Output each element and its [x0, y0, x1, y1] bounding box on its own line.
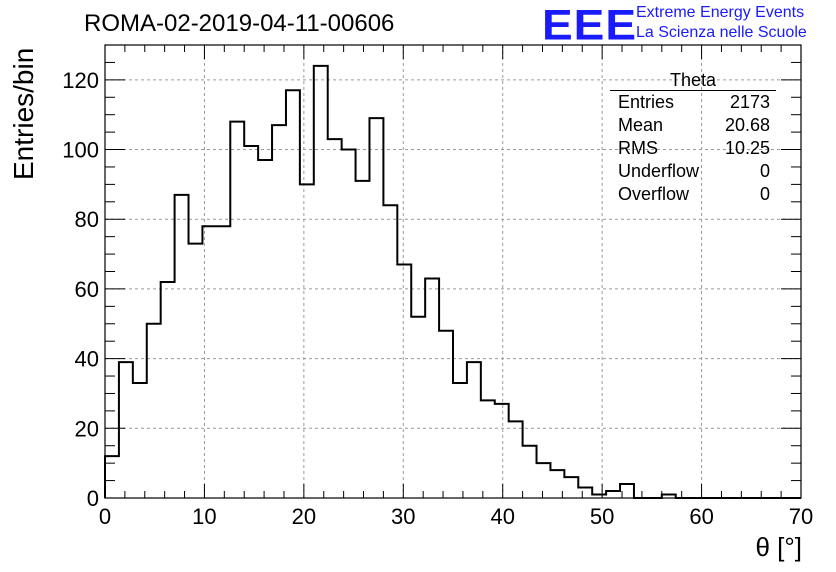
- logo-line-2: La Scienza nelle Scuole: [636, 24, 807, 41]
- stats-title: Theta: [610, 70, 776, 91]
- x-tick-label: 50: [590, 504, 614, 529]
- histogram-bin: [397, 265, 411, 498]
- histogram-bin: [509, 421, 523, 498]
- stats-value: 0: [759, 184, 770, 204]
- x-tick-label: 70: [789, 504, 813, 529]
- stats-value: 0: [759, 161, 770, 181]
- histogram-bin: [119, 362, 133, 498]
- y-tick-label: 20: [75, 416, 99, 441]
- histogram-bin: [300, 184, 314, 498]
- eee-logo: EEE: [542, 1, 638, 49]
- histogram-bin: [453, 383, 467, 498]
- stats-box: Theta Entries 2173 Mean 20.68 RMS 10.25 …: [610, 70, 776, 206]
- histogram-bin: [592, 495, 606, 498]
- stats-row-overflow: Overflow 0: [610, 183, 776, 206]
- histogram-bin: [342, 150, 356, 498]
- histogram-bin: [105, 456, 119, 498]
- histogram-bin: [425, 278, 439, 498]
- histogram-bin: [189, 244, 203, 498]
- histogram-bin: [216, 226, 230, 498]
- y-tick-label: 80: [75, 207, 99, 232]
- histogram-bin: [578, 488, 592, 498]
- histogram-bin: [481, 400, 495, 498]
- logo-line-1: Extreme Energy Events: [636, 4, 805, 21]
- stats-row-mean: Mean 20.68: [610, 114, 776, 137]
- y-tick-label: 0: [87, 486, 99, 511]
- y-tick-label: 100: [62, 138, 99, 163]
- histogram-bin: [272, 125, 286, 498]
- histogram-bin: [356, 181, 370, 498]
- stats-label: Entries: [618, 92, 675, 112]
- histogram-bin: [230, 122, 244, 498]
- histogram-bin: [467, 362, 481, 498]
- histogram-bin: [495, 404, 509, 498]
- x-tick-label: 20: [292, 504, 316, 529]
- stats-row-rms: RMS 10.25: [610, 137, 776, 160]
- histogram-bin: [411, 317, 425, 498]
- histogram-bin: [202, 226, 216, 498]
- histogram-bin: [606, 491, 620, 498]
- stats-row-entries: Entries 2173: [610, 91, 776, 114]
- histogram-bin: [439, 331, 453, 498]
- histogram-bin: [175, 195, 189, 498]
- stats-label: Overflow: [618, 184, 690, 204]
- histogram-bin: [133, 383, 147, 498]
- stats-value: 20.68: [724, 115, 770, 135]
- x-axis-label: θ [°]: [755, 532, 802, 562]
- y-axis-label: Entries/bin: [8, 47, 39, 180]
- histogram-title: ROMA-02-2019-04-11-00606: [84, 10, 395, 37]
- histogram-bin: [286, 90, 300, 498]
- stats-label: RMS: [618, 138, 658, 158]
- histogram-bin: [523, 446, 537, 498]
- histogram-bin: [328, 139, 342, 498]
- stats-label: Mean: [618, 115, 664, 135]
- histogram-bin: [550, 470, 564, 498]
- histogram-series: [104, 64, 801, 499]
- stats-row-underflow: Underflow 0: [610, 160, 776, 183]
- x-tick-label: 0: [99, 504, 111, 529]
- x-tick-label: 30: [391, 504, 415, 529]
- x-tick-label: 60: [689, 504, 713, 529]
- histogram-bin: [147, 324, 161, 498]
- histogram-bin: [383, 205, 397, 498]
- stats-value: 2173: [729, 92, 770, 112]
- stats-value: 10.25: [724, 138, 770, 158]
- stats-label: Underflow: [618, 161, 700, 181]
- histogram-bin: [662, 495, 676, 498]
- x-tick-label: 10: [192, 504, 216, 529]
- y-tick-label: 40: [75, 347, 99, 372]
- x-tick-label: 40: [490, 504, 514, 529]
- histogram-bin: [620, 484, 634, 498]
- histogram-bin: [537, 463, 551, 498]
- histogram-bin: [564, 477, 578, 498]
- y-tick-label: 60: [75, 277, 99, 302]
- histogram-bin: [314, 66, 328, 498]
- histogram-bin: [258, 160, 272, 498]
- y-tick-label: 120: [62, 68, 99, 93]
- histogram-bin: [161, 282, 175, 498]
- histogram-bin: [244, 146, 258, 498]
- histogram-bin: [369, 118, 383, 498]
